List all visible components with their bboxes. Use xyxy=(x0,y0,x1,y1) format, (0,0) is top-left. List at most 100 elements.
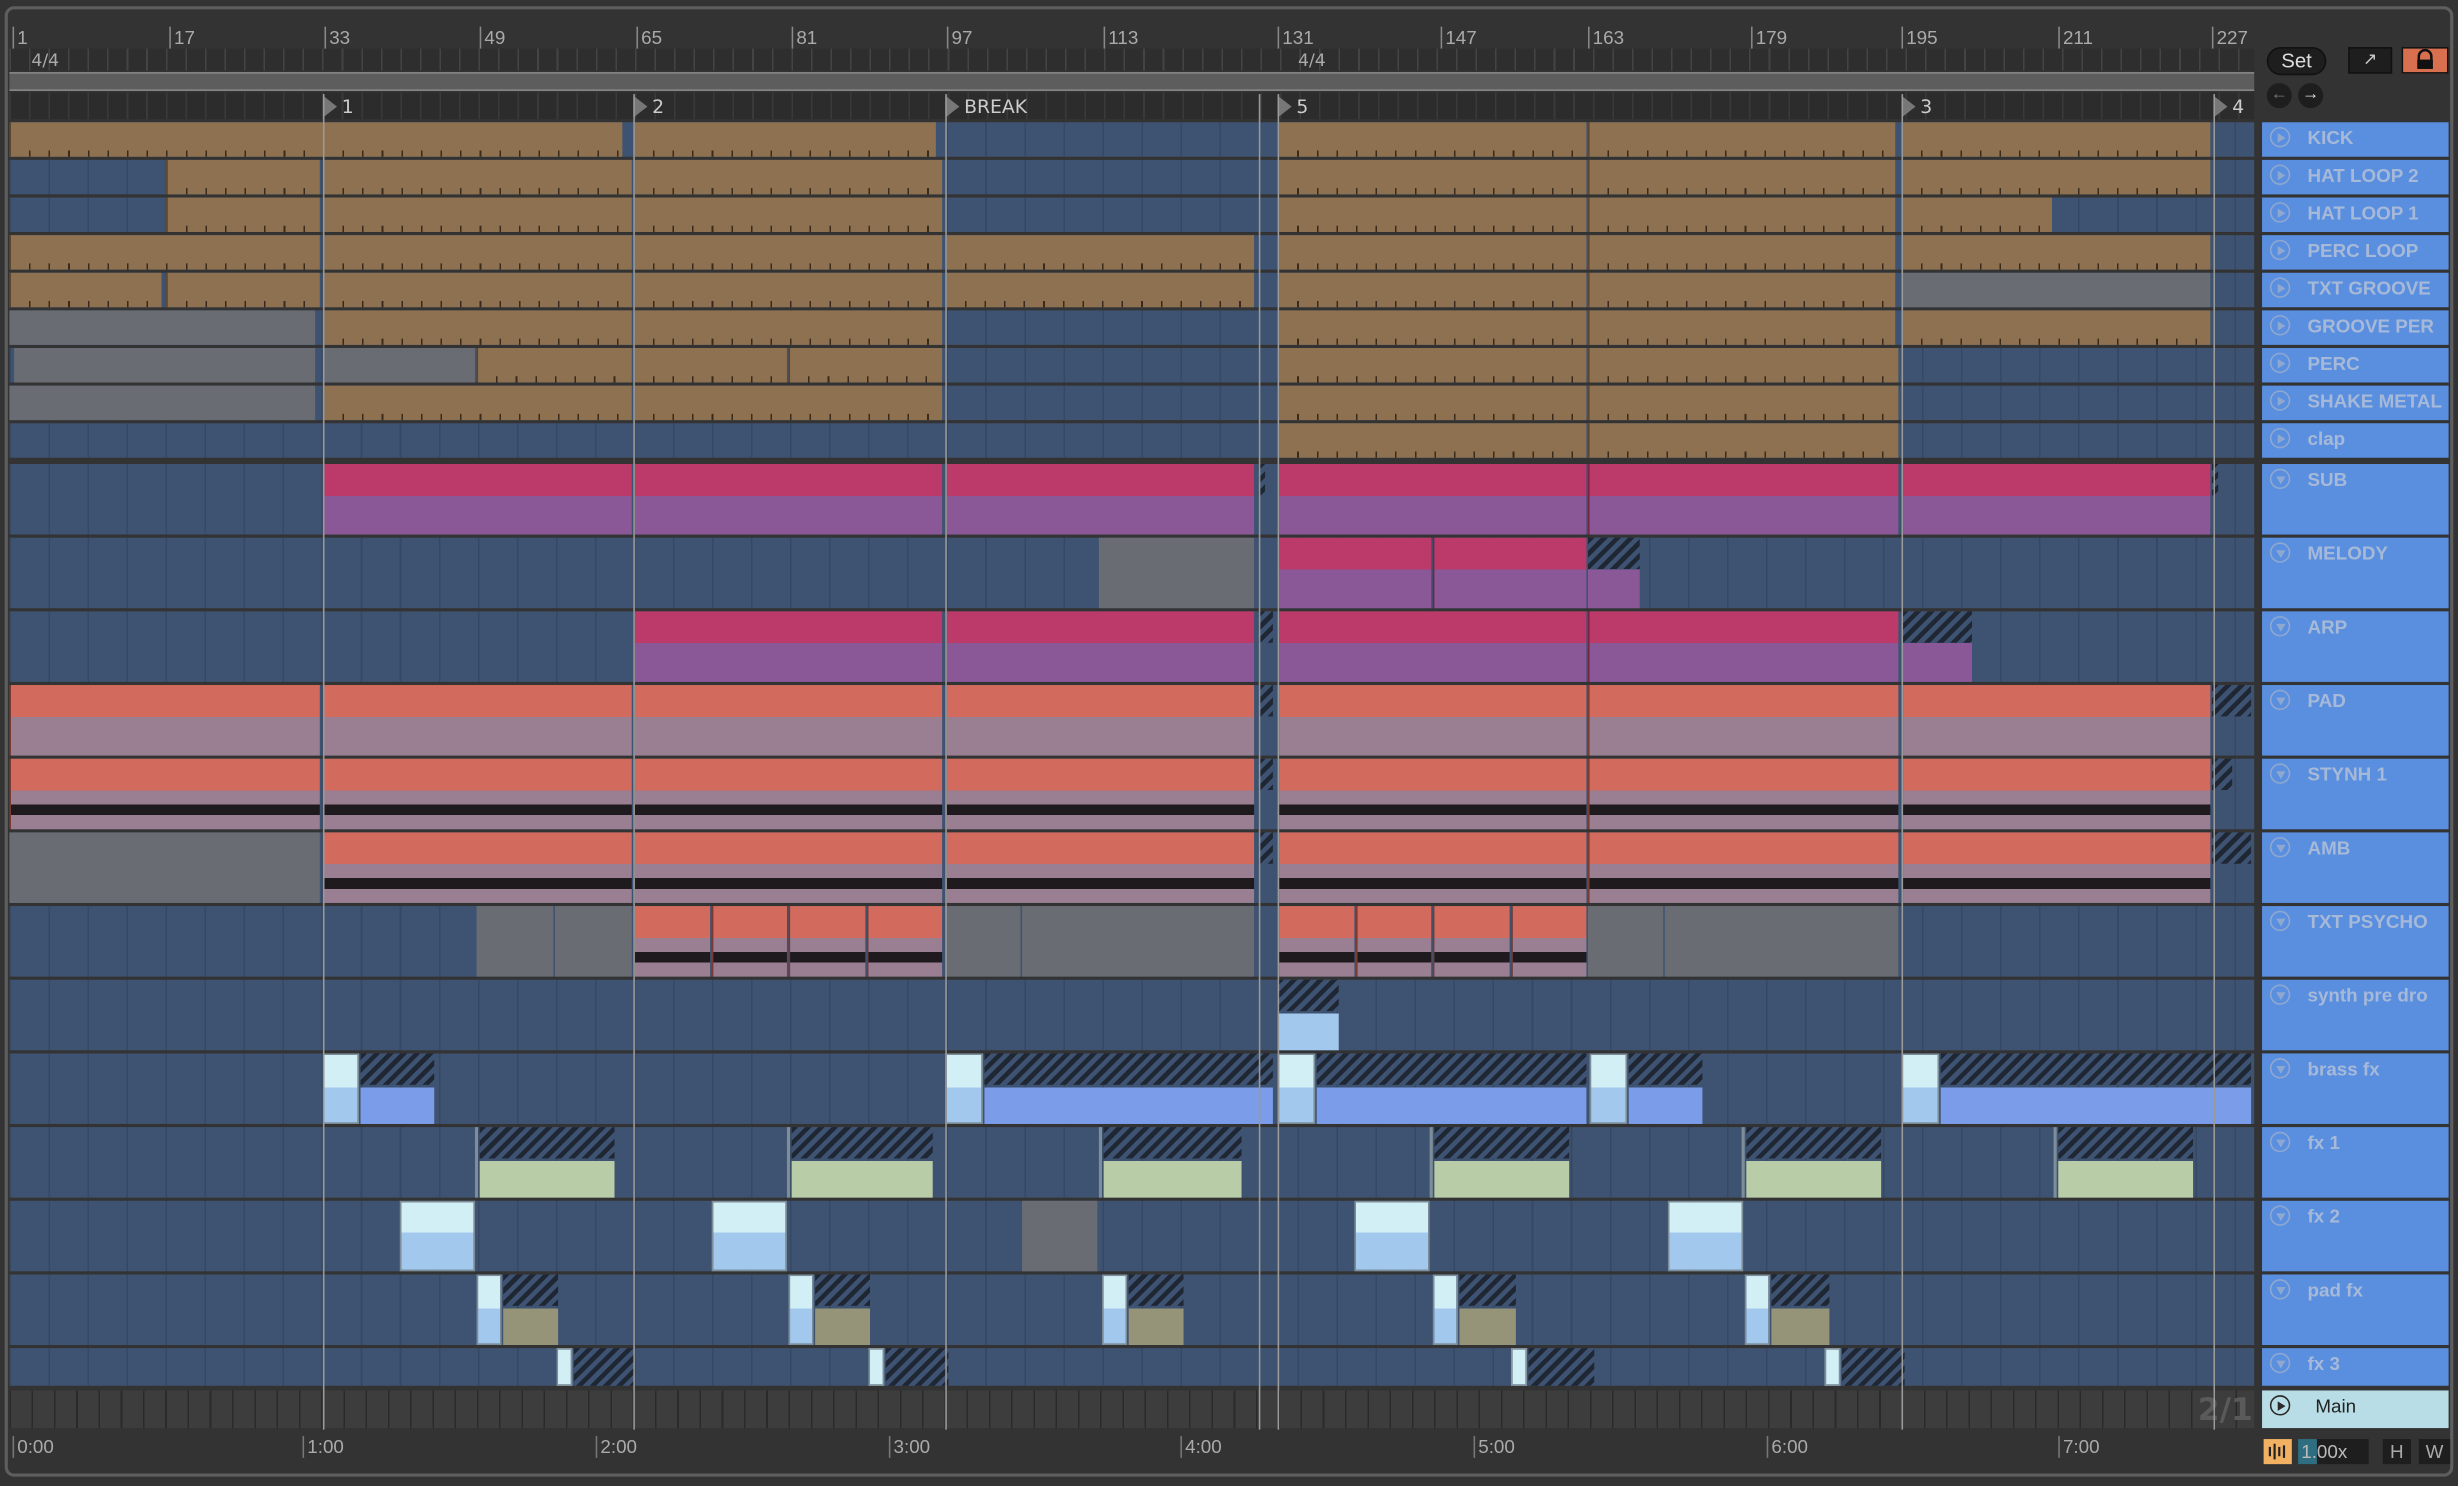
main-track-lane[interactable] xyxy=(9,1390,2255,1429)
audio-clip[interactable] xyxy=(9,758,320,830)
loop-brace[interactable] xyxy=(9,72,2255,91)
drum-clip[interactable] xyxy=(1901,197,2052,233)
deactivated-clip-region[interactable] xyxy=(1258,758,1273,791)
set-button[interactable]: Set xyxy=(2266,47,2327,76)
fx-clip[interactable] xyxy=(2053,1127,2057,1198)
fx-clip[interactable] xyxy=(1432,1274,1458,1346)
track-header-6[interactable]: PERC xyxy=(2262,348,2449,383)
deactivated-clip-region[interactable] xyxy=(1103,1127,1242,1159)
track-header-18[interactable]: fx 1 xyxy=(2262,1127,2449,1198)
fold-arrow-icon[interactable] xyxy=(2269,837,2291,858)
bar-number[interactable]: 17 xyxy=(169,26,195,49)
play-icon[interactable] xyxy=(2269,164,2291,185)
drum-clip[interactable] xyxy=(633,348,787,383)
audio-clip[interactable] xyxy=(1901,758,2211,830)
track-lane-21[interactable] xyxy=(9,1348,2255,1386)
fx-clip[interactable] xyxy=(1277,1053,1316,1124)
fx-clip[interactable] xyxy=(556,1348,573,1386)
fold-arrow-icon[interactable] xyxy=(2269,984,2291,1005)
deactivated-clip-region[interactable] xyxy=(1258,611,1273,643)
fx-clip[interactable] xyxy=(1511,1348,1527,1386)
midi-clip[interactable] xyxy=(1901,464,2211,535)
audio-clip[interactable] xyxy=(1432,906,1510,977)
track-header-1[interactable]: HAT LOOP 2 xyxy=(2262,159,2449,195)
bar-number[interactable]: 163 xyxy=(1587,26,1624,49)
drum-clip[interactable] xyxy=(1587,159,1896,195)
drum-clip[interactable] xyxy=(1277,385,1587,421)
bar-number[interactable]: 147 xyxy=(1440,26,1477,49)
disabled-clip[interactable] xyxy=(1098,537,1255,609)
bar-number[interactable]: 1 xyxy=(12,26,28,49)
drum-clip[interactable] xyxy=(1901,310,2211,345)
audio-clip[interactable] xyxy=(1277,685,1587,756)
fx-clip[interactable] xyxy=(1901,1053,1940,1124)
drum-clip[interactable] xyxy=(1587,385,1899,421)
fx-clip[interactable] xyxy=(1667,1200,1744,1272)
disabled-clip[interactable] xyxy=(322,348,475,383)
audio-clip[interactable] xyxy=(1587,685,1899,756)
disabled-clip[interactable] xyxy=(945,906,1021,977)
deactivated-clip-region[interactable] xyxy=(1587,537,1640,570)
track-header-main[interactable]: Main xyxy=(2262,1390,2449,1429)
drum-clip[interactable] xyxy=(1901,122,2211,157)
drum-clip[interactable] xyxy=(322,159,632,195)
drum-clip[interactable] xyxy=(322,385,632,421)
track-header-15[interactable]: TXT PSYCHO xyxy=(2262,906,2449,977)
audio-clip[interactable] xyxy=(1587,758,1899,830)
locator-strip[interactable] xyxy=(9,92,2255,120)
deactivated-clip-region[interactable] xyxy=(2211,832,2252,864)
audio-clip[interactable] xyxy=(945,832,1255,903)
midi-clip[interactable] xyxy=(1587,611,1899,682)
deactivated-clip-region[interactable] xyxy=(1841,1348,1905,1386)
locator-marker[interactable]: 3 xyxy=(1901,94,1932,119)
time-signature[interactable]: 4/4 xyxy=(31,50,60,71)
drum-clip[interactable] xyxy=(1277,235,1587,270)
midi-clip[interactable] xyxy=(322,464,632,535)
track-header-10[interactable]: MELODY xyxy=(2262,537,2449,609)
drum-clip[interactable] xyxy=(633,385,943,421)
deactivated-clip-region[interactable] xyxy=(2211,758,2233,791)
time-ruler[interactable]: 0:00 1:00 2:00 3:00 4:00 5:00 6:00 7:00 xyxy=(9,1430,2254,1468)
audio-clip[interactable] xyxy=(9,685,320,756)
deactivated-clip-region[interactable] xyxy=(1316,1053,1587,1085)
fx-clip[interactable] xyxy=(1589,1053,1628,1124)
track-header-14[interactable]: AMB xyxy=(2262,832,2449,903)
bar-number[interactable]: 179 xyxy=(1751,26,1787,49)
audio-engine-button[interactable] xyxy=(2263,1439,2292,1465)
audio-clip[interactable] xyxy=(1901,832,2211,903)
drum-clip[interactable] xyxy=(1587,423,1899,458)
drum-clip[interactable] xyxy=(166,197,320,233)
midi-clip[interactable] xyxy=(1277,464,1587,535)
fx-clip[interactable] xyxy=(711,1200,787,1272)
drum-clip[interactable] xyxy=(1587,310,1896,345)
lock-button[interactable] xyxy=(2401,47,2449,74)
audio-clip[interactable] xyxy=(1277,758,1587,830)
deactivated-clip-region[interactable] xyxy=(479,1127,615,1159)
fx-clip[interactable] xyxy=(399,1200,475,1272)
deactivated-clip-region[interactable] xyxy=(573,1348,635,1386)
audio-clip[interactable] xyxy=(1277,906,1355,977)
track-header-17[interactable]: brass fx xyxy=(2262,1053,2449,1124)
locator-marker[interactable]: 5 xyxy=(1277,94,1308,119)
drum-clip[interactable] xyxy=(476,348,632,383)
audio-clip[interactable] xyxy=(945,685,1255,756)
fx-clip[interactable] xyxy=(1824,1348,1841,1386)
fold-arrow-icon[interactable] xyxy=(2269,468,2291,490)
track-header-9[interactable]: SUB xyxy=(2262,464,2449,535)
fit-height-button[interactable]: H xyxy=(2382,1439,2411,1465)
drum-clip[interactable] xyxy=(1277,122,1587,157)
play-icon[interactable] xyxy=(2269,202,2291,223)
disabled-clip[interactable] xyxy=(9,385,316,421)
track-header-20[interactable]: pad fx xyxy=(2262,1274,2449,1346)
fx-clip[interactable] xyxy=(1429,1127,1433,1198)
fold-arrow-icon[interactable] xyxy=(2269,910,2291,932)
play-icon[interactable] xyxy=(2269,427,2291,449)
fold-arrow-icon[interactable] xyxy=(2269,542,2291,563)
fx-clip[interactable] xyxy=(868,1348,885,1386)
fx-clip[interactable] xyxy=(1098,1127,1103,1198)
deactivated-clip-region[interactable] xyxy=(1746,1127,1882,1159)
bar-number[interactable]: 131 xyxy=(1277,26,1314,49)
deactivated-clip-region[interactable] xyxy=(815,1274,871,1306)
fold-arrow-icon[interactable] xyxy=(2269,763,2291,784)
deactivated-clip-region[interactable] xyxy=(791,1127,933,1159)
